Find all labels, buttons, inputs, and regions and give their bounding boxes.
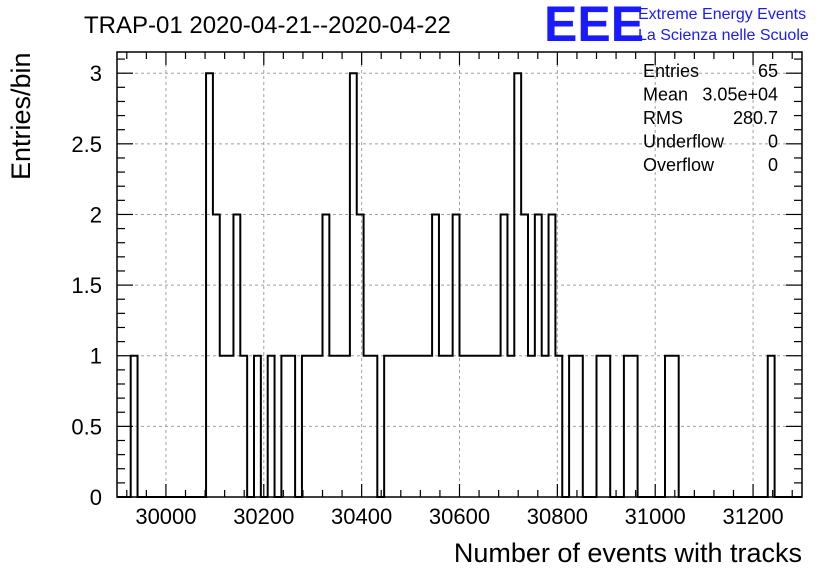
stat-value: 3.05e+04	[702, 85, 778, 105]
histogram-outline	[117, 72, 802, 498]
stat-value: 0	[768, 155, 778, 175]
x-tick-label: 30200	[233, 504, 294, 529]
stat-label: Mean	[643, 85, 688, 105]
y-tick-label: 2.5	[71, 132, 102, 157]
logo-letters: EEE	[544, 0, 644, 52]
y-tick-label: 0	[90, 485, 102, 510]
y-tick-label: 2	[90, 202, 102, 227]
stat-value: 65	[758, 61, 778, 81]
logo-line-2: La Scienza nelle Scuole	[638, 27, 809, 44]
chart-title: TRAP-01 2020-04-21--2020-04-22	[84, 12, 451, 39]
eee-logo: EEE Extreme Energy Events La Scienza nel…	[544, 0, 809, 52]
y-tick-label: 0.5	[71, 414, 102, 439]
y-axis-title: Entries/bin	[6, 52, 36, 180]
x-tick-label: 30800	[527, 504, 588, 529]
y-tick-label: 1.5	[71, 273, 102, 298]
x-tick-label: 31000	[625, 504, 686, 529]
stat-label: RMS	[643, 108, 683, 128]
stat-label: Overflow	[643, 155, 715, 175]
y-tick-label: 3	[90, 61, 102, 86]
stat-value: 280.7	[733, 108, 778, 128]
y-tick-label: 1	[90, 344, 102, 369]
stat-value: 0	[768, 132, 778, 152]
stats-box: Entries 65 Mean 3.05e+04 RMS 280.7 Underflow 0 O…	[643, 61, 778, 175]
logo-line-1: Extreme Energy Events	[638, 6, 806, 23]
x-tick-label: 30600	[429, 504, 490, 529]
stat-label: Entries	[643, 61, 699, 81]
x-tick-label: 31200	[722, 504, 783, 529]
x-axis-title: Number of events with tracks	[454, 538, 802, 568]
stat-label: Underflow	[643, 132, 725, 152]
x-tick-label: 30400	[331, 504, 392, 529]
x-tick-label: 30000	[135, 504, 196, 529]
histogram-series	[117, 72, 802, 498]
axis-ticks: 30000 30200 30400 30600 30800 31000 3120000.51…	[71, 52, 802, 529]
